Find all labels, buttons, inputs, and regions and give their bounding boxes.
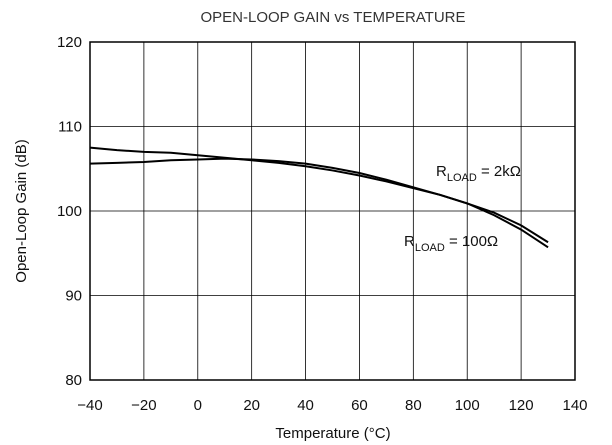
y-tick-label: 100	[57, 203, 82, 220]
y-tick-label: 80	[65, 372, 82, 389]
x-tick-label: 60	[351, 397, 368, 414]
x-tick-label: 20	[243, 397, 260, 414]
x-tick-label: 140	[562, 397, 587, 414]
series-label-rest: = 2kΩ	[477, 163, 521, 180]
series-label: RLOAD = 100Ω	[404, 233, 498, 254]
series-line	[89, 157, 549, 249]
x-tick-label: −40	[77, 397, 102, 414]
series-label-rest: = 100Ω	[445, 233, 498, 250]
y-tick-label: 90	[65, 288, 82, 305]
x-tick-label: −20	[131, 397, 156, 414]
x-axis-label: Temperature (°C)	[275, 425, 390, 442]
y-tick-label: 120	[57, 34, 82, 51]
y-axis-label: Open-Loop Gain (dB)	[13, 139, 30, 282]
x-tick-label: 40	[297, 397, 314, 414]
series-label-sub: LOAD	[447, 172, 477, 184]
series-label-sub: LOAD	[415, 242, 445, 254]
x-tick-label: 100	[455, 397, 480, 414]
y-tick-label: 110	[58, 119, 82, 136]
x-tick-label: 120	[509, 397, 534, 414]
series-label-main: R	[404, 233, 415, 250]
chart-title: OPEN-LOOP GAIN vs TEMPERATURE	[200, 9, 465, 26]
plot-frame	[89, 41, 576, 381]
x-tick-label: 0	[194, 397, 202, 414]
series-label: RLOAD = 2kΩ	[436, 163, 521, 184]
x-tick-label: 80	[405, 397, 422, 414]
series-label-main: R	[436, 163, 447, 180]
